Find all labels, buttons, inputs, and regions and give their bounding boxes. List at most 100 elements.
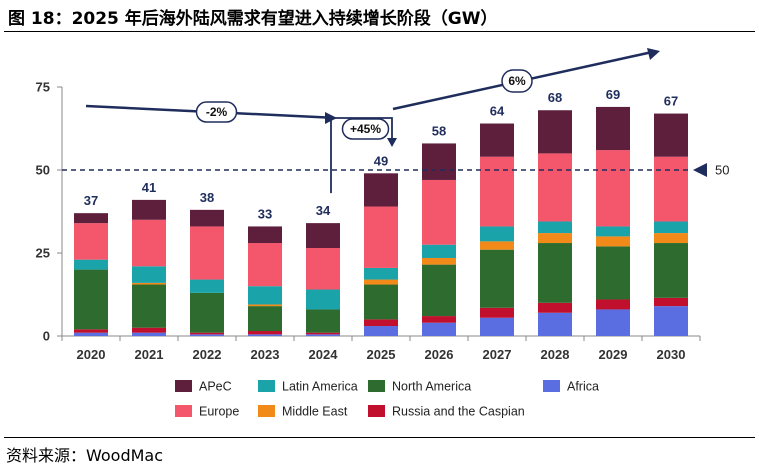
annotation-2025-2030-label: 6% <box>508 74 526 88</box>
bar-segment-middle-east <box>654 233 688 244</box>
bar-segment-latin-america <box>132 266 166 283</box>
x-tick-label: 2022 <box>193 347 222 362</box>
legend-swatch <box>175 405 192 417</box>
bar-segment-middle-east <box>248 304 282 307</box>
bar-segment-africa <box>74 332 108 336</box>
bar-segment-apec <box>248 226 282 244</box>
bar-segment-apec <box>190 209 224 227</box>
bar-segment-europe <box>190 226 224 280</box>
annotation-2024-2025-label: +45% <box>350 122 381 136</box>
bar-segment-europe <box>248 243 282 287</box>
legend-item-latin-america: Latin America <box>258 380 358 394</box>
step-arrow-2024-2025 <box>330 117 393 194</box>
x-tick-label: 2030 <box>657 347 686 362</box>
bar-segment-middle-east <box>364 279 398 285</box>
bar-segment-africa <box>596 309 630 336</box>
bar-segment-europe <box>596 150 630 227</box>
legend-item-north-america: North America <box>368 380 471 394</box>
bar-segment-europe <box>654 156 688 222</box>
figure-title: 图 18：2025 年后海外陆风需求有望进入持续增长阶段（GW） <box>8 9 498 29</box>
bar-segment-apec <box>654 113 688 157</box>
total-label: 64 <box>490 104 505 119</box>
total-label: 58 <box>432 123 446 138</box>
legend-label: North America <box>392 380 471 394</box>
x-tick-label: 2024 <box>309 347 339 362</box>
bar-segment-north-america <box>538 243 572 303</box>
bar-segment-russia-and-the-caspian <box>74 329 108 333</box>
bar-segment-europe <box>306 248 340 290</box>
bar-stack-2020 <box>74 213 108 336</box>
legend-label: Africa <box>567 380 599 394</box>
bar-segment-russia-and-the-caspian <box>132 327 166 333</box>
bar-segment-russia-and-the-caspian <box>306 332 340 335</box>
bar-segment-latin-america <box>538 221 572 234</box>
y-tick-label: 50 <box>36 163 50 178</box>
x-tick-label: 2023 <box>251 347 280 362</box>
bar-segment-africa <box>538 312 572 336</box>
bar-segment-africa <box>654 306 688 336</box>
bar-segment-africa <box>480 317 514 336</box>
bar-segment-africa <box>190 334 224 336</box>
bar-stack-2024 <box>306 223 340 336</box>
bottom-rule <box>4 437 755 438</box>
bars-layer <box>74 106 688 336</box>
bar-stack-2028 <box>538 110 572 336</box>
bar-stack-2023 <box>248 226 282 336</box>
annotation-2020-2024-label: -2% <box>206 105 228 119</box>
source-note: 资料来源：WoodMac <box>6 446 164 465</box>
bar-segment-latin-america <box>422 244 456 258</box>
bar-segment-north-america <box>190 292 224 333</box>
legend-swatch <box>368 405 385 417</box>
total-label: 37 <box>84 193 98 208</box>
bar-segment-north-america <box>74 269 108 330</box>
x-tick-label: 2025 <box>367 347 396 362</box>
bar-segment-russia-and-the-caspian <box>422 316 456 323</box>
legend-label: Europe <box>199 405 239 419</box>
bar-segment-north-america <box>248 306 282 332</box>
bar-segment-africa <box>422 322 456 336</box>
top-rule <box>4 31 755 32</box>
bar-segment-apec <box>132 199 166 220</box>
legend-item-africa: Africa <box>543 380 599 394</box>
x-tick-label: 2020 <box>77 347 106 362</box>
x-tick-label: 2021 <box>135 347 164 362</box>
legend-label: APeC <box>199 380 232 394</box>
legend-label: Latin America <box>282 380 358 394</box>
bar-segment-north-america <box>422 264 456 317</box>
bar-segment-apec <box>538 110 572 154</box>
x-tick-label: 2027 <box>483 347 512 362</box>
reference-label: 50 <box>715 163 729 178</box>
bar-segment-middle-east <box>596 236 630 247</box>
bar-segment-latin-america <box>654 221 688 234</box>
bar-segment-latin-america <box>364 267 398 280</box>
bar-stack-2022 <box>190 209 224 336</box>
bar-segment-middle-east <box>480 241 514 250</box>
bar-segment-russia-and-the-caspian <box>364 319 398 327</box>
bar-segment-africa <box>364 326 398 336</box>
bar-segment-apec <box>422 143 456 180</box>
bar-segment-russia-and-the-caspian <box>538 302 572 313</box>
annotation-2024-2025-bubble <box>341 118 390 140</box>
legend-swatch <box>543 380 560 392</box>
bar-stack-2029 <box>596 106 630 336</box>
bar-segment-apec <box>74 213 108 224</box>
total-labels-layer: 37 41 38 33 34 49 58 64 68 69 67 <box>84 87 678 222</box>
total-label: 38 <box>200 190 214 205</box>
bar-stack-2025 <box>364 173 398 336</box>
bar-segment-russia-and-the-caspian <box>190 332 224 335</box>
bar-segment-europe <box>74 223 108 260</box>
annotation-2020-2024-bubble <box>195 101 238 123</box>
legend: APeC Latin America North America Africa Euro… <box>175 380 599 419</box>
bar-segment-russia-and-the-caspian <box>596 299 630 310</box>
bar-stack-2021 <box>132 199 166 336</box>
total-label: 69 <box>606 87 620 102</box>
bar-segment-apec <box>306 223 340 249</box>
legend-swatch <box>175 380 192 392</box>
bar-segment-russia-and-the-caspian <box>248 331 282 335</box>
legend-item-apec: APeC <box>175 380 232 394</box>
trend-arrowhead-2025-2030 <box>647 48 660 60</box>
bar-segment-latin-america <box>190 279 224 293</box>
legend-item-europe: Europe <box>175 405 239 419</box>
bar-segment-europe <box>538 153 572 222</box>
